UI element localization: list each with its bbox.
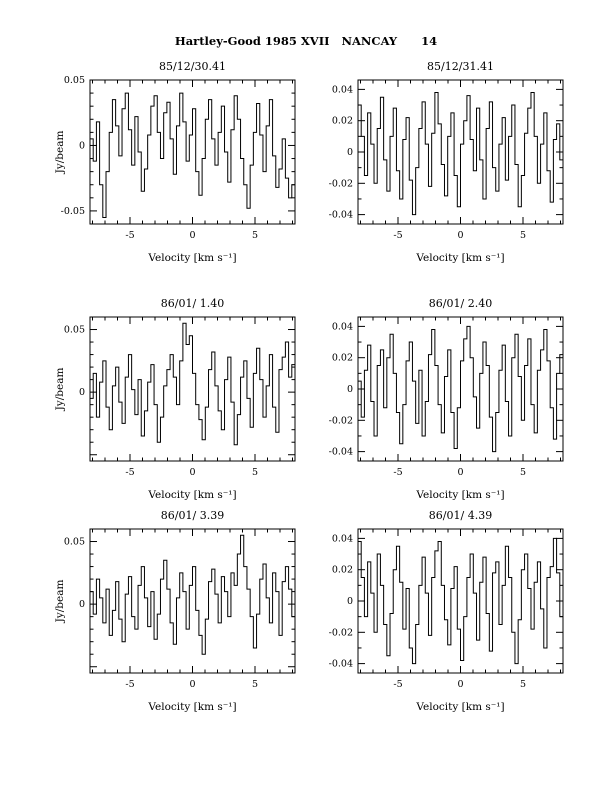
- y-tick-label: 0: [79, 141, 85, 152]
- x-tick-label: -5: [125, 679, 134, 690]
- y-tick-label: 0.05: [64, 75, 85, 86]
- x-tick-label: -5: [125, 467, 134, 478]
- axis-ticks: [358, 80, 563, 224]
- spectrum-plot-2: -5 0 5 0.04 0.02 0 -0.02 -0.04: [329, 79, 564, 241]
- page-header: Hartley-Good 1985 XVII NANCAY 14: [174, 34, 438, 48]
- x-tick-label: 0: [457, 679, 463, 690]
- y-axis-label: Jy/beam: [54, 367, 66, 411]
- y-tick-label: -0.04: [329, 659, 353, 670]
- panel-title: 85/12/31.41: [427, 60, 494, 73]
- y-tick-label: 0.05: [64, 537, 85, 548]
- y-tick-label: 0: [347, 384, 353, 395]
- spectrum-plot-6: -5 0 5 0.04 0.02 0 -0.02 -0.04: [329, 528, 564, 690]
- x-tick-label: 0: [189, 467, 195, 478]
- spectrum-plot-5: -5 0 5 0.05 0: [64, 528, 296, 691]
- spectrum-panel-6: 86/01/ 4.39 -5 0 5 0.04 0.02 0 -0.02 -0.04 Velo…: [308, 509, 568, 713]
- x-tick-label: 5: [252, 230, 258, 241]
- y-tick-label: 0: [347, 596, 353, 607]
- spectrum-plot-4: -5 0 5 0.04 0.02 0 -0.02 -0.04: [329, 316, 564, 478]
- tick-labels: -5 0 5 0.04 0.02 0 -0.02 -0.04: [329, 533, 526, 690]
- y-tick-label: 0.02: [332, 565, 353, 576]
- axes-box: [89, 528, 296, 674]
- x-tick-label: -5: [393, 230, 402, 241]
- y-tick-label: -0.02: [329, 415, 353, 426]
- panel-title: 86/01/ 4.39: [428, 509, 493, 522]
- x-tick-label: 5: [520, 230, 526, 241]
- x-tick-label: 5: [520, 467, 526, 478]
- y-tick-label: 0.04: [332, 533, 353, 544]
- panel-title: 86/01/ 3.39: [160, 509, 225, 522]
- y-tick-label: 0: [79, 387, 85, 398]
- x-axis-label: Velocity [km s⁻¹]: [148, 489, 237, 501]
- y-tick-label: -0.02: [329, 178, 353, 189]
- tick-labels: -5 0 5 0.04 0.02 0 -0.02 -0.04: [329, 321, 526, 478]
- x-axis-label: Velocity [km s⁻¹]: [416, 252, 505, 264]
- x-tick-label: 5: [252, 467, 258, 478]
- spectrum-trace: [358, 325, 563, 453]
- x-tick-label: 0: [189, 230, 195, 241]
- y-tick-label: -0.04: [329, 210, 353, 221]
- spectrum-panel-5: 86/01/ 3.39 Jy/beam -5 0 5 0.05 0 Velocity […: [40, 509, 300, 713]
- axis-ticks: [358, 317, 563, 461]
- y-tick-label: 0: [347, 147, 353, 158]
- y-tick-label: 0.04: [332, 321, 353, 332]
- axis-ticks: [90, 316, 295, 461]
- y-tick-label: -0.02: [329, 627, 353, 638]
- x-axis-label: Velocity [km s⁻¹]: [148, 701, 237, 713]
- spectrum-plot-3: -5 0 5 0.05 0: [64, 316, 296, 479]
- y-tick-label: 0.04: [332, 84, 353, 95]
- tick-labels: -5 0 5 0.05 0: [64, 537, 258, 691]
- tick-labels: -5 0 5 0.05 0 -0.05: [61, 75, 258, 241]
- x-axis-label: Velocity [km s⁻¹]: [148, 252, 237, 264]
- x-axis-label: Velocity [km s⁻¹]: [416, 701, 505, 713]
- x-tick-label: -5: [393, 679, 402, 690]
- tick-labels: -5 0 5 0.04 0.02 0 -0.02 -0.04: [329, 84, 526, 241]
- spectrum-trace: [90, 534, 295, 655]
- axis-ticks: [90, 528, 295, 673]
- y-tick-label: -0.04: [329, 447, 353, 458]
- x-tick-label: 5: [252, 679, 258, 690]
- panel-title: 85/12/30.41: [159, 60, 226, 73]
- y-axis-label: Jy/beam: [54, 579, 66, 623]
- axis-ticks: [90, 79, 295, 225]
- x-tick-label: 0: [457, 467, 463, 478]
- spectrum-panel-1: 85/12/30.41 Jy/beam -5 0 5 0.05 0 -0.05 Veloc…: [40, 60, 300, 264]
- spectrum-panel-4: 86/01/ 2.40 -5 0 5 0.04 0.02 0 -0.02 -0.04 Velo…: [308, 297, 568, 501]
- spectrum-trace: [358, 92, 563, 216]
- spectrum-plot-1: -5 0 5 0.05 0 -0.05: [61, 75, 296, 241]
- y-tick-label: -0.05: [61, 206, 85, 217]
- panel-title: 86/01/ 2.40: [428, 297, 493, 310]
- y-axis-label: Jy/beam: [54, 130, 66, 174]
- x-tick-label: -5: [125, 230, 134, 241]
- y-tick-label: 0.02: [332, 116, 353, 127]
- y-tick-label: 0: [79, 599, 85, 610]
- x-tick-label: -5: [393, 467, 402, 478]
- panel-title: 86/01/ 1.40: [160, 297, 225, 310]
- spectrum-trace: [90, 322, 295, 446]
- tick-labels: -5 0 5 0.05 0: [64, 325, 258, 479]
- spectrum-panel-3: 86/01/ 1.40 Jy/beam -5 0 5 0.05 0 Velocity […: [40, 297, 300, 501]
- y-tick-label: 0.02: [332, 353, 353, 364]
- axes-box: [89, 79, 296, 225]
- x-tick-label: 0: [457, 230, 463, 241]
- x-tick-label: 5: [520, 679, 526, 690]
- x-tick-label: 0: [189, 679, 195, 690]
- spectrum-trace: [358, 537, 563, 665]
- x-axis-label: Velocity [km s⁻¹]: [416, 489, 505, 501]
- spectrum-trace: [90, 92, 295, 218]
- y-tick-label: 0.05: [64, 325, 85, 336]
- spectrum-panel-2: 85/12/31.41 -5 0 5 0.04 0.02 0 -0.02 -0.04 Velo…: [308, 60, 568, 264]
